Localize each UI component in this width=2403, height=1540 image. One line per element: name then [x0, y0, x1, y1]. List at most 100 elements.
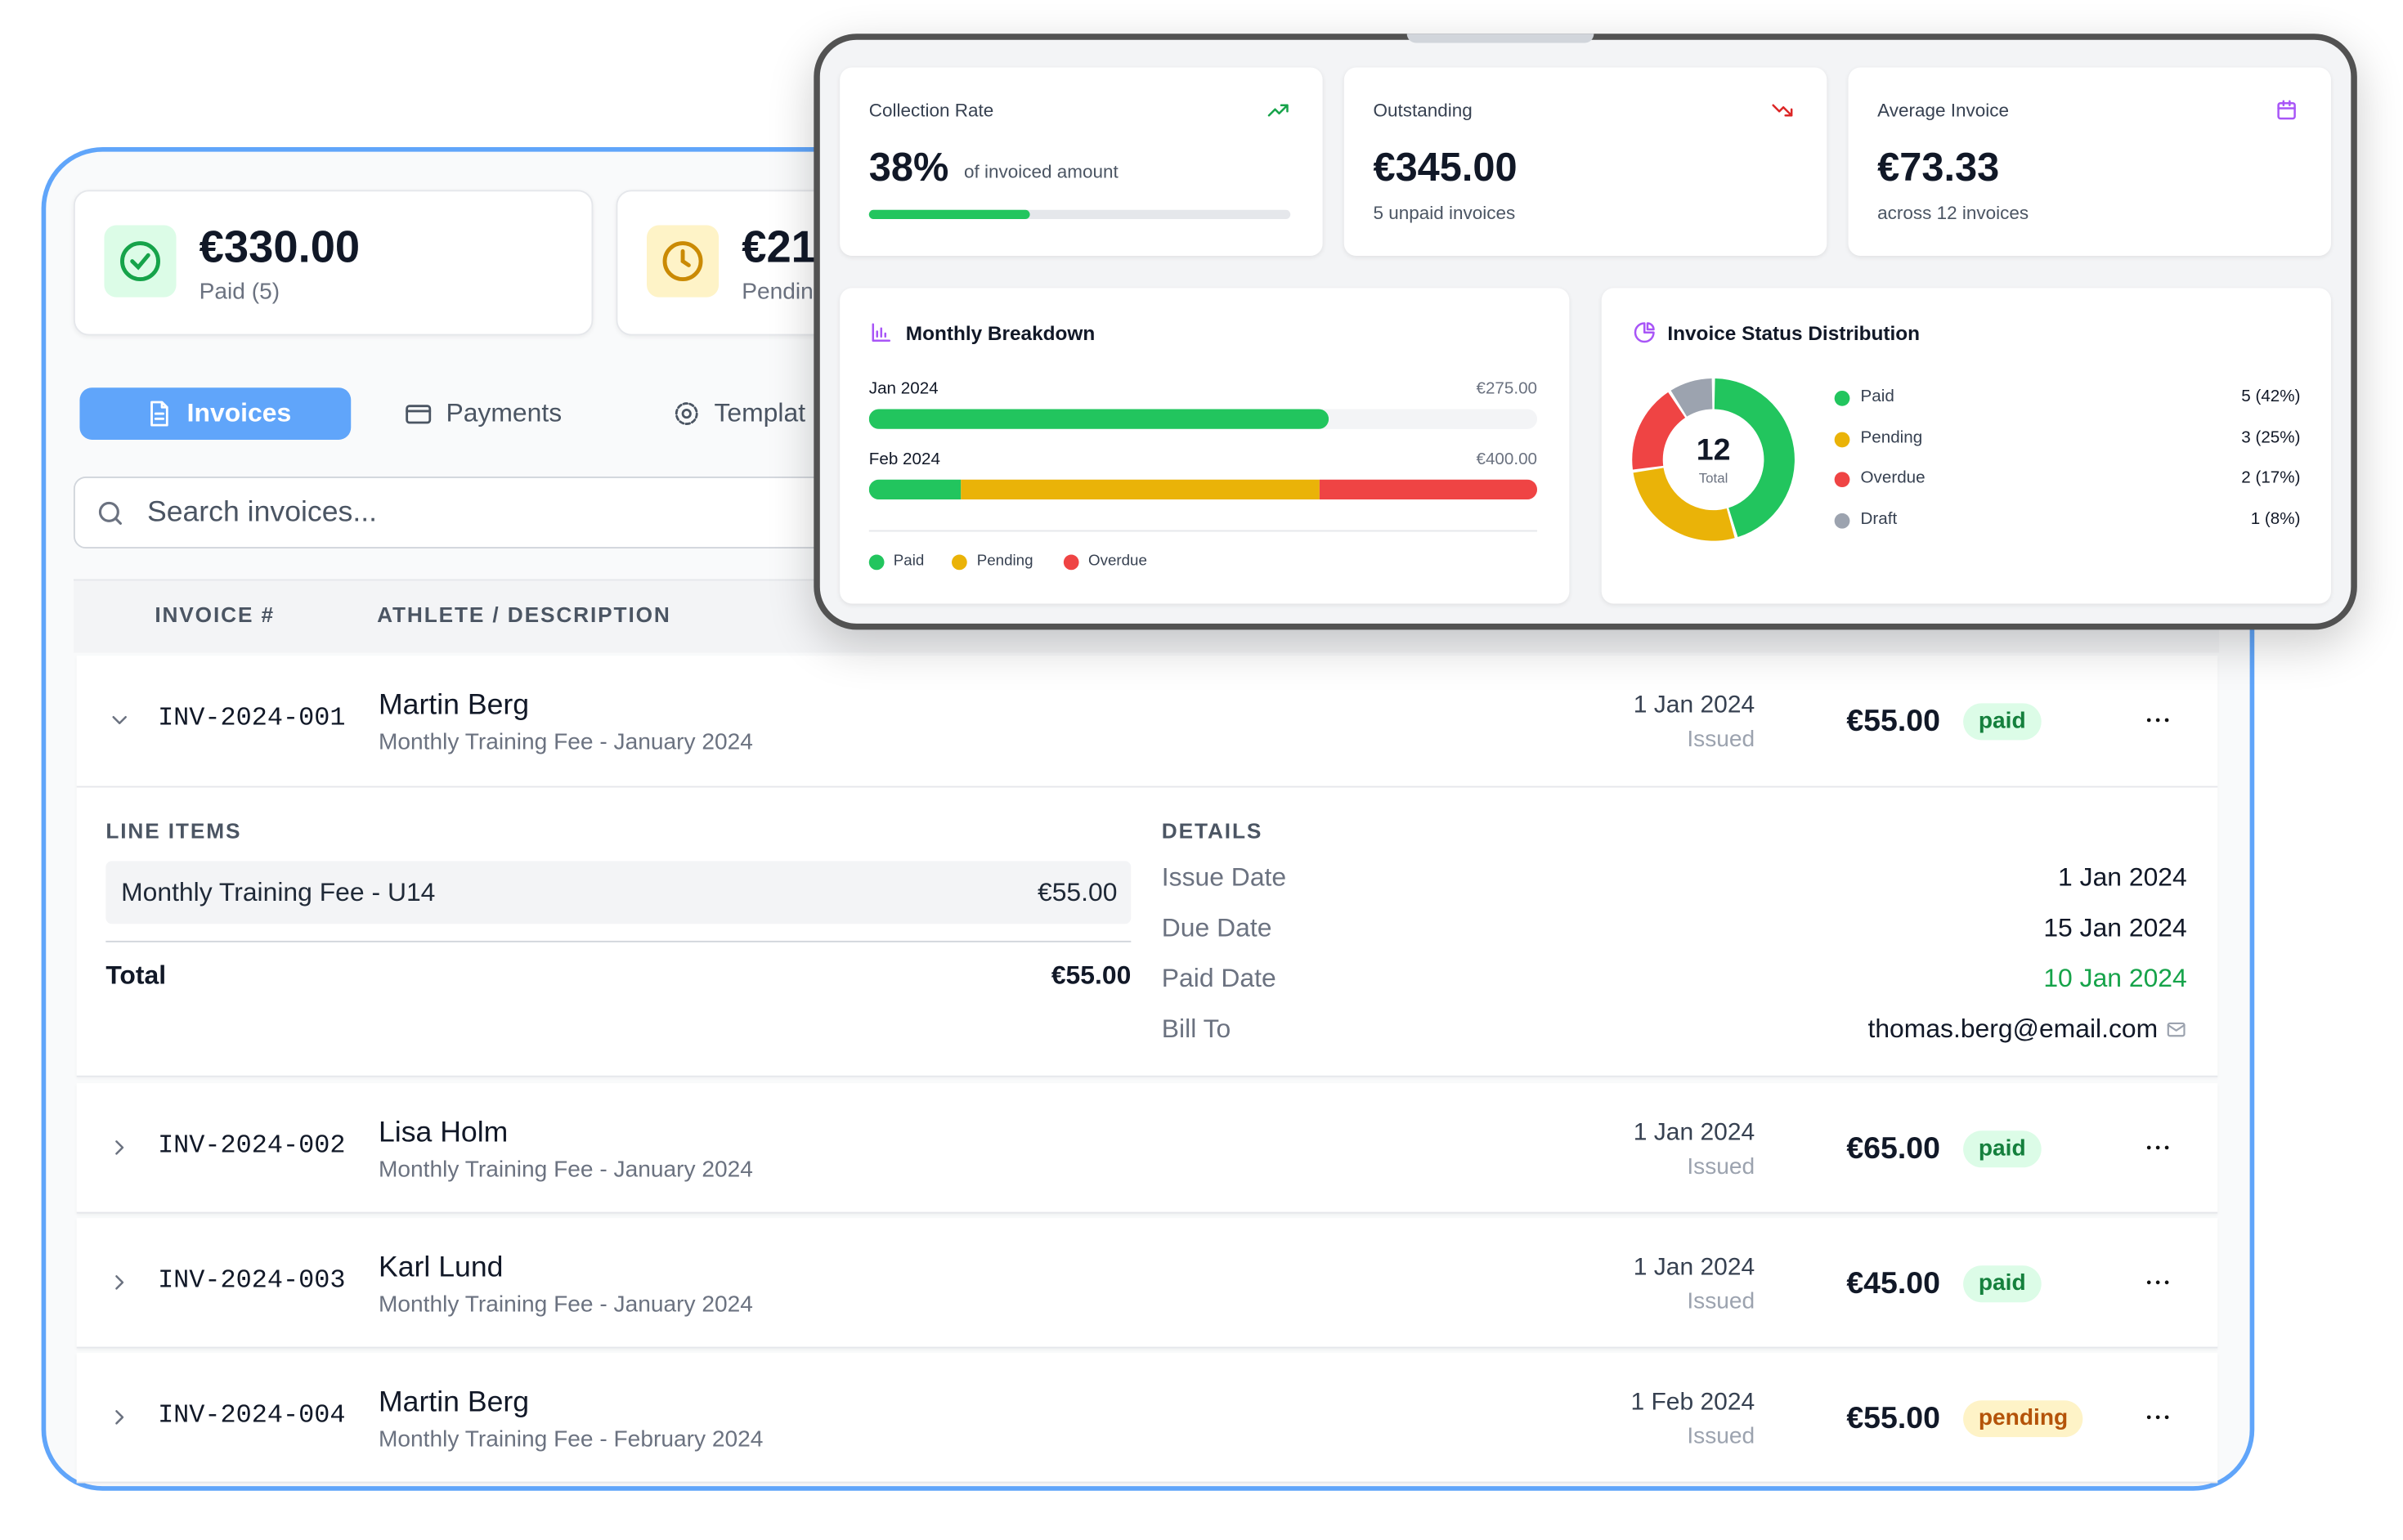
bar-segment [868, 409, 1329, 429]
status-badge: paid [1963, 703, 2042, 741]
kpi-icon [1770, 98, 1795, 123]
donut-segment [1633, 468, 1735, 541]
invoice-row [76, 1218, 2218, 1349]
legend-dot [868, 554, 885, 571]
status-badge: pending [1963, 1400, 2083, 1438]
bar-segment [1320, 479, 1537, 500]
invoice-description: Monthly Training Fee - January 2024 [378, 1291, 753, 1318]
stat-icon [646, 225, 720, 298]
tab-icon [671, 398, 702, 428]
issue-date: 1 Jan 2024 [1633, 1120, 1755, 1147]
month-total: €275.00 [1476, 380, 1538, 399]
expand-chevron[interactable] [107, 708, 132, 732]
detail-label: Issue Date [1161, 863, 1287, 893]
legend-dot [1834, 472, 1850, 488]
month-total: €400.00 [1476, 450, 1538, 469]
detail-value: 1 Jan 2024 [2058, 863, 2187, 893]
kpi-card [840, 67, 1323, 257]
line-item-name: Monthly Training Fee - U14 [121, 878, 436, 908]
card-title: Monthly Breakdown [905, 321, 1096, 345]
bar-segment [961, 479, 1320, 500]
legend-dot [1834, 390, 1850, 406]
row-menu[interactable] [2142, 1132, 2172, 1162]
invoice-amount: €65.00 [1846, 1131, 1940, 1166]
tab-icon [403, 398, 433, 428]
kpi-value: €345.00 [1373, 143, 1518, 190]
invoice-id: INV-2024-001 [158, 705, 346, 735]
legend-label: Paid [1860, 387, 1894, 407]
donut-segment [1670, 378, 1713, 417]
athlete-name: Martin Berg [378, 689, 530, 723]
stat-label: Pendin [742, 278, 814, 305]
card-title: Invoice Status Distribution [1667, 321, 1921, 345]
legend-value: 1 (8%) [2250, 509, 2301, 529]
athlete-name: Martin Berg [378, 1386, 530, 1420]
invoice-description: Monthly Training Fee - January 2024 [378, 728, 753, 755]
legend-value: 5 (42%) [2241, 387, 2301, 407]
search-placeholder: Search invoices... [146, 496, 378, 530]
chart-icon [869, 320, 894, 345]
stat-amount: €330.00 [199, 223, 361, 273]
date-note: Issued [1687, 1153, 1755, 1180]
issue-date: 1 Feb 2024 [1630, 1390, 1755, 1417]
tab-label: Payments [446, 399, 563, 428]
progress-track [868, 209, 1291, 220]
kpi-icon [1266, 98, 1290, 123]
invoice-row [76, 1353, 2218, 1484]
kpi-value: 38% [868, 143, 949, 190]
legend-value: 3 (25%) [2241, 428, 2301, 447]
legend-label: Draft [1860, 509, 1898, 529]
kpi-title: Collection Rate [868, 98, 994, 121]
tab-label: Templat [714, 399, 806, 428]
athlete-name: Lisa Holm [378, 1117, 509, 1150]
stat-icon [104, 225, 177, 298]
issue-date: 1 Jan 2024 [1633, 1255, 1755, 1282]
invoice-amount: €45.00 [1846, 1266, 1940, 1300]
stat-label: Paid (5) [199, 278, 280, 305]
kpi-note: 5 unpaid invoices [1373, 201, 1516, 223]
section-title: DETAILS [1161, 818, 1263, 844]
issue-date: 1 Jan 2024 [1633, 692, 1755, 719]
total-amount: €55.00 [1051, 961, 1132, 991]
donut-segment [1714, 378, 1795, 538]
detail-value: thomas.berg@email.com [1867, 1014, 2159, 1045]
detail-label: Bill To [1161, 1014, 1231, 1045]
total-label: Total [105, 961, 167, 991]
legend-label: Overdue [1860, 468, 1926, 488]
detail-label: Due Date [1161, 913, 1272, 943]
invoice-description: Monthly Training Fee - January 2024 [378, 1156, 753, 1183]
expand-chevron[interactable] [107, 1270, 132, 1295]
search-icon [95, 498, 125, 528]
status-badge: paid [1963, 1130, 2042, 1168]
bar-stack [868, 409, 1329, 429]
date-note: Issued [1687, 1422, 1755, 1449]
invoice-id: INV-2024-003 [158, 1267, 346, 1297]
row-menu[interactable] [2142, 1267, 2172, 1297]
kpi-note: across 12 invoices [1877, 201, 2029, 223]
detail-value: 15 Jan 2024 [2043, 913, 2187, 943]
kpi-icon [2275, 98, 2299, 123]
kpi-note: of invoiced amount [963, 159, 1119, 182]
tab[interactable] [79, 387, 352, 440]
expand-chevron[interactable] [107, 1135, 132, 1160]
invoice-id: INV-2024-002 [158, 1133, 346, 1162]
bar-stack [868, 479, 1537, 500]
invoice-amount: €55.00 [1846, 704, 1940, 738]
chart-icon [1632, 320, 1657, 345]
kpi-card [1343, 67, 1827, 257]
chart-card [1601, 288, 2331, 604]
legend-divider [868, 530, 1538, 532]
athlete-name: Karl Lund [378, 1251, 504, 1285]
bar-segment [868, 479, 962, 500]
expand-chevron[interactable] [107, 1405, 132, 1430]
donut-total-label: Total [1698, 471, 1728, 486]
row-menu[interactable] [2142, 1402, 2172, 1432]
legend-label: Paid [893, 553, 925, 570]
mail-icon [2166, 1018, 2187, 1040]
line-item [105, 861, 1132, 924]
legend-value: 2 (17%) [2241, 468, 2301, 488]
invoice-id: INV-2024-004 [158, 1402, 346, 1432]
row-menu[interactable] [2142, 705, 2172, 735]
